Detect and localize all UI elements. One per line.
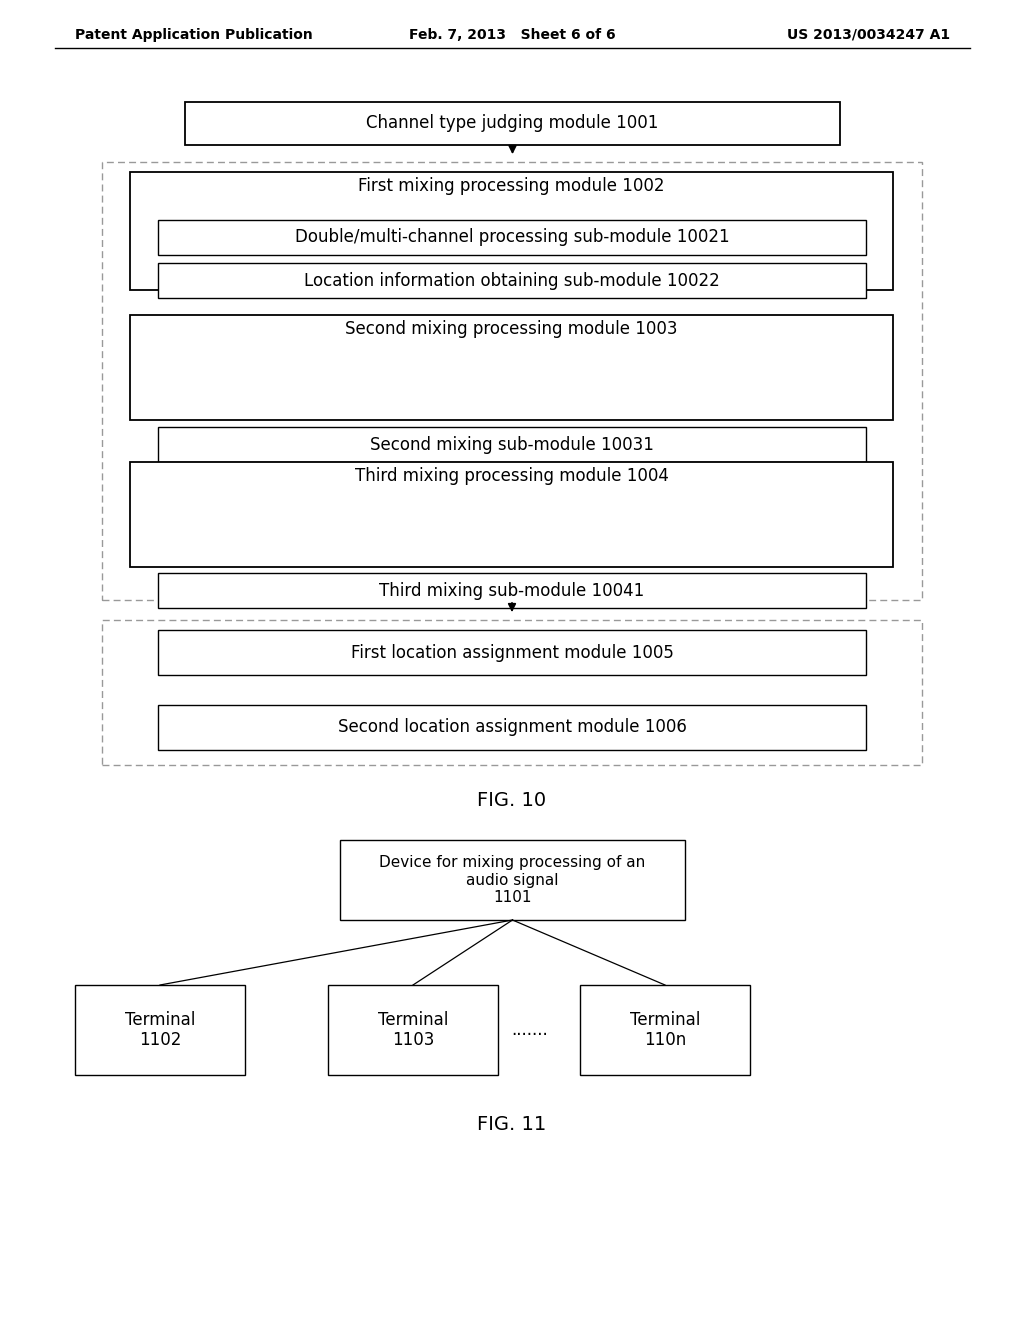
Text: Feb. 7, 2013   Sheet 6 of 6: Feb. 7, 2013 Sheet 6 of 6 bbox=[409, 28, 615, 42]
Text: Terminal
1102: Terminal 1102 bbox=[125, 1011, 196, 1049]
Text: Device for mixing processing of an
audio signal
1101: Device for mixing processing of an audio… bbox=[379, 855, 645, 906]
Text: Second mixing processing module 1003: Second mixing processing module 1003 bbox=[345, 319, 678, 338]
Text: Patent Application Publication: Patent Application Publication bbox=[75, 28, 312, 42]
FancyBboxPatch shape bbox=[340, 840, 685, 920]
Text: Second mixing sub-module 10031: Second mixing sub-module 10031 bbox=[370, 436, 654, 454]
FancyBboxPatch shape bbox=[102, 620, 922, 766]
FancyBboxPatch shape bbox=[328, 985, 498, 1074]
FancyBboxPatch shape bbox=[185, 102, 840, 145]
FancyBboxPatch shape bbox=[130, 462, 893, 568]
FancyBboxPatch shape bbox=[130, 172, 893, 290]
FancyBboxPatch shape bbox=[102, 162, 922, 601]
FancyBboxPatch shape bbox=[580, 985, 750, 1074]
Text: .......: ....... bbox=[512, 1020, 549, 1039]
Text: Terminal
110n: Terminal 110n bbox=[630, 1011, 700, 1049]
Text: Third mixing processing module 1004: Third mixing processing module 1004 bbox=[354, 467, 669, 484]
Text: First mixing processing module 1002: First mixing processing module 1002 bbox=[358, 177, 665, 195]
FancyBboxPatch shape bbox=[158, 705, 866, 750]
Text: Terminal
1103: Terminal 1103 bbox=[378, 1011, 449, 1049]
FancyBboxPatch shape bbox=[75, 985, 245, 1074]
FancyBboxPatch shape bbox=[158, 573, 866, 609]
FancyBboxPatch shape bbox=[158, 426, 866, 462]
Text: First location assignment module 1005: First location assignment module 1005 bbox=[350, 644, 674, 661]
FancyBboxPatch shape bbox=[158, 263, 866, 298]
FancyBboxPatch shape bbox=[158, 630, 866, 675]
Text: FIG. 10: FIG. 10 bbox=[477, 791, 547, 809]
FancyBboxPatch shape bbox=[130, 315, 893, 420]
Text: US 2013/0034247 A1: US 2013/0034247 A1 bbox=[786, 28, 950, 42]
FancyBboxPatch shape bbox=[158, 220, 866, 255]
Text: Location information obtaining sub-module 10022: Location information obtaining sub-modul… bbox=[304, 272, 720, 289]
Text: Third mixing sub-module 10041: Third mixing sub-module 10041 bbox=[379, 582, 645, 599]
Text: Double/multi-channel processing sub-module 10021: Double/multi-channel processing sub-modu… bbox=[295, 228, 729, 247]
Text: Second location assignment module 1006: Second location assignment module 1006 bbox=[338, 718, 686, 737]
Text: Channel type judging module 1001: Channel type judging module 1001 bbox=[367, 115, 658, 132]
Text: FIG. 11: FIG. 11 bbox=[477, 1115, 547, 1134]
